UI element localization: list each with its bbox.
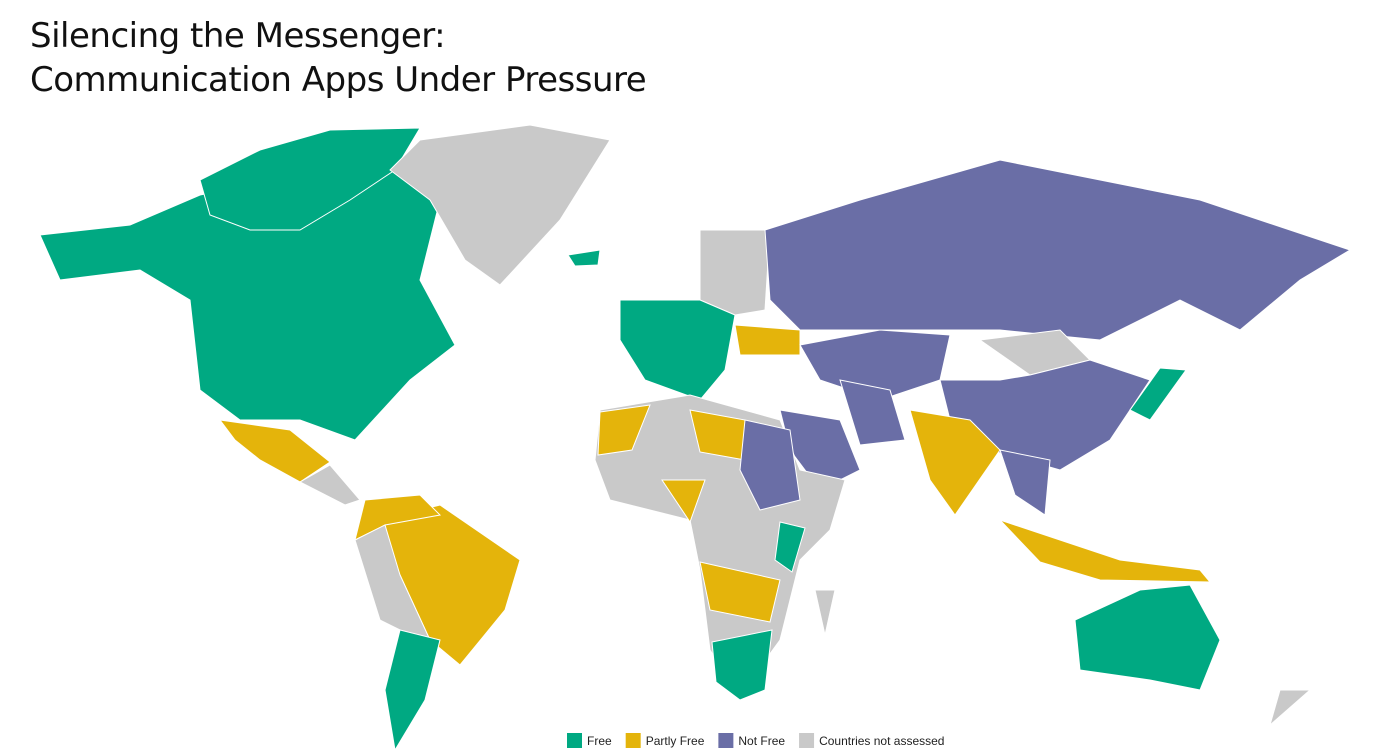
eastern-europe [699,229,771,316]
madagascar [814,589,836,636]
legend-label: Partly Free [646,734,705,748]
title: Silencing the Messenger: Communication A… [30,14,647,102]
legend-swatch [625,733,641,748]
title-line: Communication Apps Under Pressure [30,60,647,100]
greenland [389,124,611,286]
russia [764,159,1352,341]
morocco [597,404,651,456]
southeast-asia [999,449,1051,516]
arctic-islands [199,127,421,231]
southern-central-africa [699,561,781,623]
western-europe [619,299,736,401]
india [909,409,1001,516]
ukraine [734,324,801,356]
legend: Free Partly Free Not Free Countries not ass… [567,733,944,748]
indonesia [999,519,1212,583]
south-africa [711,629,773,701]
legend-label: Free [587,734,612,748]
kenya [774,521,806,573]
japan [1129,367,1187,421]
mexico [218,419,331,483]
countries [39,124,1352,752]
title-line: Silencing the Messenger: [30,16,446,56]
central-america [298,464,361,506]
new-zealand [1269,689,1312,727]
legend-label: Not Free [738,734,785,748]
legend-swatch [718,733,734,748]
legend-swatch [567,733,582,748]
egypt-sudan [739,419,801,511]
argentina [384,629,441,752]
iceland [567,249,601,267]
iran [839,379,906,446]
nigeria [661,479,706,524]
legend-label: Countries not assessed [819,734,944,748]
legend-swatch [799,733,815,748]
australia [1074,584,1221,691]
